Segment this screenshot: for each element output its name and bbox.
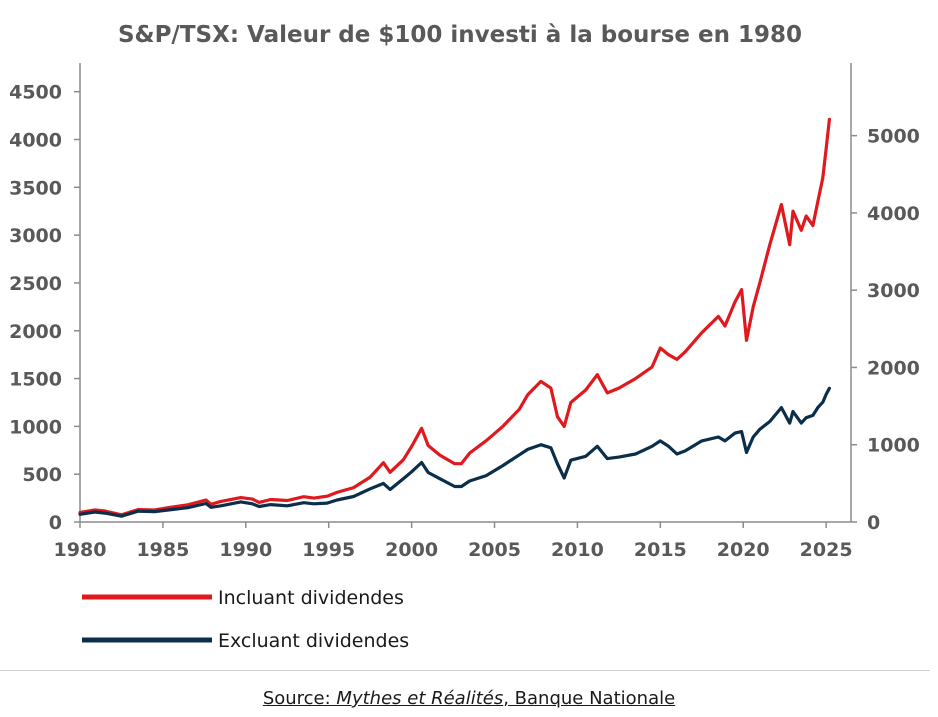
series-line-incluant (78, 117, 832, 517)
left-y-tick-label: 500 (22, 464, 62, 486)
x-tick-label: 2025 (800, 539, 853, 561)
right-y-axis: 0 1000 2000 3000 4000 5000 (851, 126, 920, 534)
legend-label-incluant: Incluant dividendes (218, 587, 404, 609)
x-tick-label: 2010 (551, 539, 604, 561)
left-y-tick-label: 4000 (9, 130, 62, 152)
x-tick-label: 2000 (385, 539, 438, 561)
right-y-tick-label: 3000 (867, 280, 920, 302)
x-axis: 1980 1985 1990 1995 2000 2005 2010 2015 2020 2025 (54, 522, 853, 561)
left-y-tick-label: 0 (49, 512, 62, 534)
x-tick-label: 1995 (302, 539, 355, 561)
source-prefix: Source: (262, 688, 337, 709)
right-y-tick-label: 2000 (867, 357, 920, 379)
right-y-tick-label: 4000 (867, 203, 920, 225)
left-y-tick-label: 4500 (9, 82, 62, 104)
source-note: Source: Mythes et Réalités, Banque Natio… (0, 688, 938, 709)
x-tick-label: 2015 (634, 539, 687, 561)
x-tick-label: 2005 (468, 539, 521, 561)
chart-title: S&P/TSX: Valeur de $100 investi à la bou… (118, 22, 802, 48)
right-y-tick-label: 5000 (867, 126, 920, 148)
right-y-tick-label: 0 (867, 512, 880, 534)
right-y-tick-label: 1000 (867, 435, 920, 457)
x-tick-label: 1985 (136, 539, 189, 561)
x-tick-label: 1980 (54, 539, 107, 561)
left-y-tick-label: 3500 (9, 177, 62, 199)
left-y-axis: 0 500 1000 1500 2000 2500 3000 3500 4000 4500 (9, 82, 80, 534)
series-line-excluant (78, 386, 832, 518)
source-suffix: , Banque Nationale (503, 688, 676, 709)
left-y-tick-label: 1500 (9, 369, 62, 391)
x-tick-label: 1990 (219, 539, 272, 561)
divider (0, 670, 930, 671)
legend: Incluant dividendes Excluant dividendes (82, 587, 409, 652)
left-y-tick-label: 2500 (9, 273, 62, 295)
left-y-tick-label: 2000 (9, 321, 62, 343)
x-tick-label: 2020 (717, 539, 770, 561)
series-layer (78, 117, 832, 518)
legend-label-excluant: Excluant dividendes (218, 630, 409, 652)
left-y-tick-label: 1000 (9, 416, 62, 438)
source-publication: Mythes et Réalités (336, 688, 504, 709)
left-y-tick-label: 3000 (9, 225, 62, 247)
